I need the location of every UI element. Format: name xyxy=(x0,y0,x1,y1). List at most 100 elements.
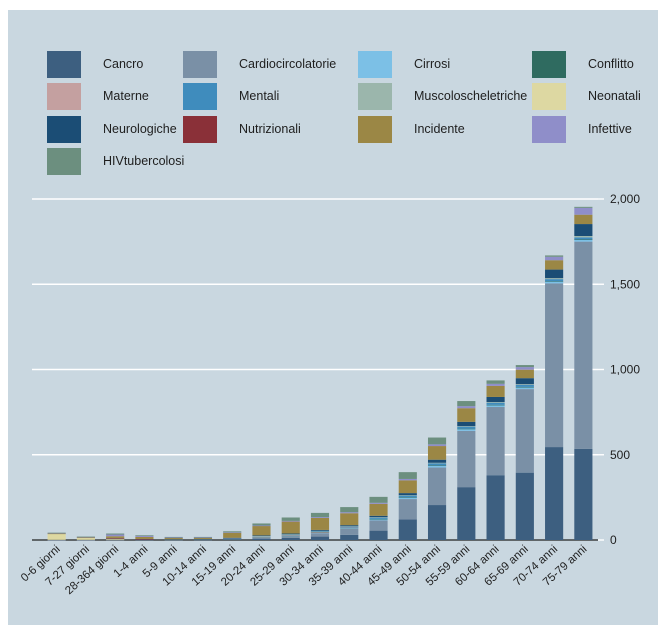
bar-segment xyxy=(486,404,505,408)
legend-swatch xyxy=(183,115,217,143)
bar-segment xyxy=(574,235,593,238)
bar-segment xyxy=(427,459,447,463)
bar-segment xyxy=(340,507,359,513)
bar-segment xyxy=(369,518,388,520)
bar-segment xyxy=(193,536,213,538)
bar-segment xyxy=(427,444,447,447)
bar-segment xyxy=(515,365,534,368)
bar-segment xyxy=(369,502,388,504)
bar-segment xyxy=(310,530,330,532)
bar-segment xyxy=(281,537,300,540)
legend-label: Cancro xyxy=(103,57,144,71)
y-tick-label: 2,000 xyxy=(610,192,640,206)
legend-label: Mentali xyxy=(239,89,280,103)
legend-label: Cirrosi xyxy=(414,57,451,71)
bar-segment xyxy=(398,497,417,500)
bar-segment xyxy=(457,408,476,422)
bar-segment xyxy=(369,517,388,518)
bar-segment xyxy=(457,426,476,429)
bar-segment xyxy=(164,536,183,538)
bar-segment xyxy=(135,535,154,536)
bar-segment xyxy=(76,537,95,539)
bar-segment xyxy=(47,532,66,534)
legend-swatch xyxy=(47,147,81,175)
bar-segment xyxy=(486,407,505,476)
bar-segment xyxy=(515,367,534,370)
bar-segment xyxy=(106,536,125,538)
legend-label: Materne xyxy=(103,89,149,103)
legend-item-cardiocircolatorie: Cardiocircolatorie xyxy=(183,49,336,79)
legend: Cancro Cardiocircolatorie Cirrosi Confli… xyxy=(0,0,666,180)
bar-segment xyxy=(486,402,505,405)
bar-segment xyxy=(340,527,359,529)
bar-segment xyxy=(193,539,213,540)
legend-swatch xyxy=(183,82,217,110)
bar-segment xyxy=(574,237,593,240)
bar-segment xyxy=(310,517,330,519)
bar-segment xyxy=(223,537,242,539)
bar-segment xyxy=(398,478,417,481)
bar-segment xyxy=(223,539,242,540)
bar-segment xyxy=(47,539,66,541)
bar-segment xyxy=(340,528,359,535)
bar-segment xyxy=(252,538,271,540)
bar-segment xyxy=(193,537,213,540)
bar-segment xyxy=(310,530,330,532)
bar-segment xyxy=(340,526,359,527)
bar-segment xyxy=(47,533,66,540)
legend-swatch xyxy=(532,82,566,110)
bar-segment xyxy=(310,536,330,540)
legend-label: Muscoloscheletriche xyxy=(414,89,528,103)
y-tick-label: 0 xyxy=(610,533,617,547)
bar-segment xyxy=(486,475,505,540)
bar-segment xyxy=(574,241,593,449)
bar-segment xyxy=(164,537,183,539)
legend-item-neurologiche: Neurologiche xyxy=(47,114,177,144)
legend-swatch xyxy=(47,82,81,110)
bar-segment xyxy=(369,530,388,540)
bar-segment xyxy=(398,495,417,498)
bar-segment xyxy=(164,539,183,540)
bar-segment xyxy=(574,239,593,242)
bar-segment xyxy=(310,529,330,531)
bar-segment xyxy=(427,463,447,466)
bar-segment xyxy=(427,465,447,468)
bar-segment xyxy=(223,531,242,533)
bar-segment xyxy=(398,480,417,494)
bar-segment xyxy=(76,536,95,538)
bar-segment xyxy=(574,207,593,215)
bar-segment xyxy=(340,534,359,540)
bar-segment xyxy=(340,527,359,529)
bar-segment xyxy=(398,493,417,496)
bar-segment xyxy=(340,525,359,527)
legend-label: Cardiocircolatorie xyxy=(239,57,337,71)
bar-segment xyxy=(252,535,271,537)
bar-segment xyxy=(164,537,183,540)
legend-item-infettive: Infettive xyxy=(532,114,632,144)
bar-segment xyxy=(427,462,447,464)
bar-segment xyxy=(457,426,476,427)
legend-label: Conflitto xyxy=(588,57,634,71)
bar-segment xyxy=(310,533,330,537)
bar-segment xyxy=(515,386,534,388)
bar-segment xyxy=(545,278,564,280)
bar-segment xyxy=(106,533,125,535)
bar-segment xyxy=(252,537,271,538)
bar-segment xyxy=(223,538,242,539)
bar-segment xyxy=(281,535,300,536)
bar-segment xyxy=(310,532,330,533)
bar-segment xyxy=(281,517,300,521)
bar-segment xyxy=(427,465,447,466)
bar-segment xyxy=(515,369,534,379)
legend-item-cancro: Cancro xyxy=(47,49,143,79)
bar-segment xyxy=(427,437,447,445)
bar-segment xyxy=(281,535,300,537)
bar-segment xyxy=(310,518,330,530)
legend-swatch xyxy=(358,115,392,143)
bar-segment xyxy=(398,497,417,498)
bar-segment xyxy=(135,538,154,540)
bar-segment xyxy=(545,269,564,279)
bar-segment xyxy=(369,520,388,531)
bar-segment xyxy=(223,532,242,533)
bar-segment xyxy=(574,239,593,241)
